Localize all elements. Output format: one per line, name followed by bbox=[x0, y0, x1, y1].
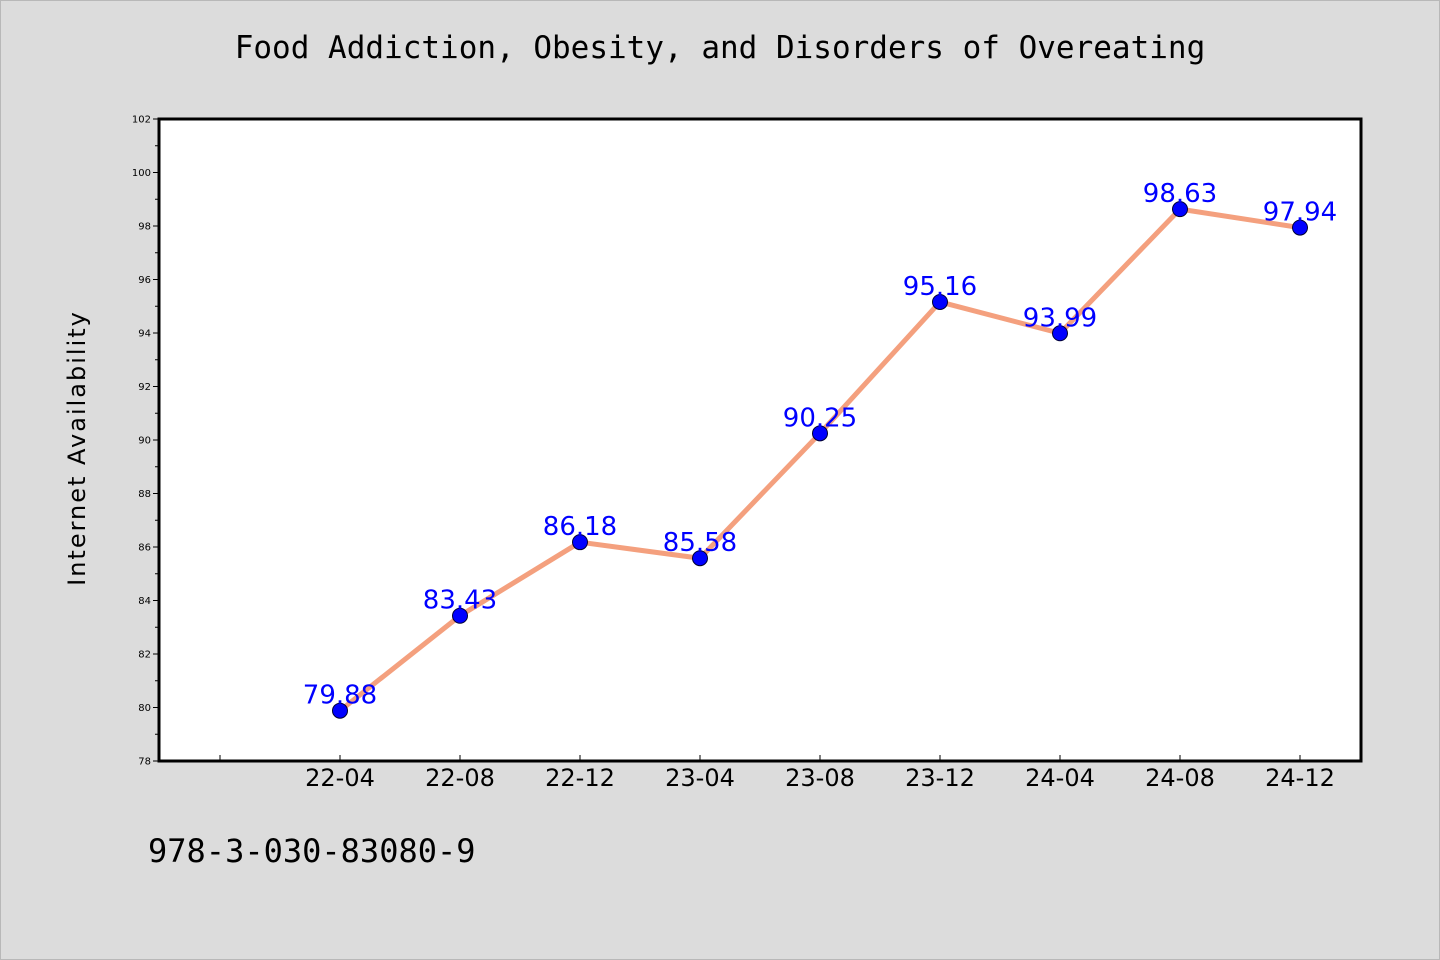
x-tick-label: 22-08 bbox=[425, 764, 495, 792]
y-tick-label: 90 bbox=[138, 436, 151, 447]
y-axis: 78 80 82 84 86 88 90 92 94 96 98 100 102 bbox=[132, 115, 159, 768]
data-label: 86.18 bbox=[543, 512, 617, 542]
data-point bbox=[452, 607, 468, 624]
y-tick-label: 92 bbox=[138, 382, 151, 393]
y-tick-label: 98 bbox=[138, 222, 151, 233]
series-layer bbox=[332, 201, 1308, 719]
x-axis: 22-04 22-08 22-12 23-04 23-08 23-12 24-04 24-08… bbox=[219, 755, 1335, 792]
data-point bbox=[1172, 201, 1188, 218]
y-tick-label: 100 bbox=[132, 168, 151, 179]
data-point bbox=[572, 534, 588, 551]
data-point bbox=[332, 702, 348, 719]
data-point bbox=[1292, 219, 1308, 236]
x-tick-label: 24-08 bbox=[1145, 764, 1215, 792]
x-tick-label: 23-08 bbox=[785, 764, 855, 792]
x-tick-label: 22-04 bbox=[305, 764, 375, 792]
y-tick-label: 82 bbox=[138, 650, 151, 661]
data-point bbox=[812, 425, 828, 442]
y-tick-label: 86 bbox=[138, 543, 151, 554]
x-tick-label: 23-04 bbox=[665, 764, 735, 792]
x-tick-label: 24-12 bbox=[1265, 764, 1335, 792]
y-tick-label: 88 bbox=[138, 489, 151, 500]
chart-title: Food Addiction, Obesity, and Disorders o… bbox=[234, 30, 1206, 66]
isbn-text: 978-3-030-83080-9 bbox=[148, 832, 476, 870]
data-label: 97.94 bbox=[1263, 198, 1337, 228]
data-point bbox=[932, 293, 948, 310]
data-label: 98.63 bbox=[1143, 179, 1217, 209]
data-label: 93.99 bbox=[1023, 303, 1097, 333]
y-tick-label: 78 bbox=[138, 757, 151, 768]
y-tick-label: 94 bbox=[138, 329, 151, 340]
y-tick-label: 96 bbox=[138, 275, 151, 286]
data-label: 83.43 bbox=[423, 586, 497, 616]
x-tick-label: 24-04 bbox=[1025, 764, 1095, 792]
y-tick-label: 102 bbox=[132, 115, 151, 126]
x-tick-label: 23-12 bbox=[905, 764, 975, 792]
data-label: 79.88 bbox=[303, 681, 377, 711]
data-label: 95.16 bbox=[903, 272, 977, 302]
data-label: 90.25 bbox=[783, 403, 857, 433]
data-point bbox=[1052, 325, 1068, 342]
y-tick-label: 80 bbox=[138, 703, 151, 714]
data-point bbox=[692, 550, 708, 567]
y-tick-label: 84 bbox=[138, 596, 151, 607]
data-label: 85.58 bbox=[663, 528, 737, 558]
x-tick-label: 22-12 bbox=[545, 764, 615, 792]
data-labels: 79.88 83.43 86.18 85.58 90.25 95.16 93.99 98.63… bbox=[303, 179, 1337, 711]
